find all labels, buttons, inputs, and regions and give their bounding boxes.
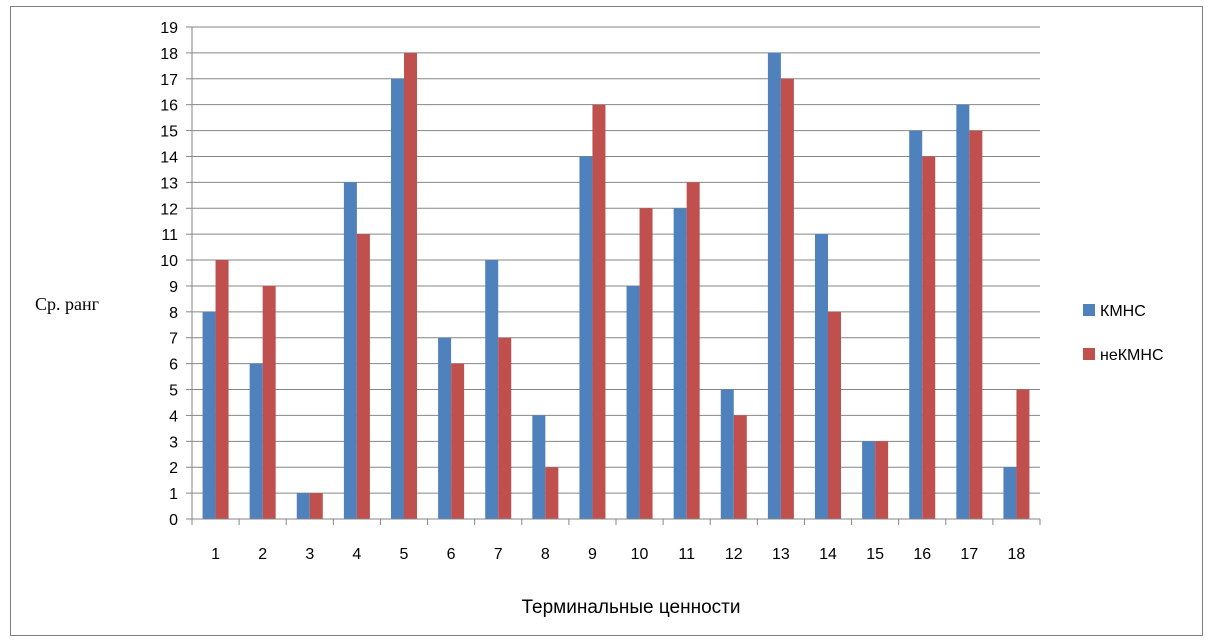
bar-kmns bbox=[909, 130, 923, 519]
bar-nekmns bbox=[875, 441, 889, 519]
x-tick-label: 13 bbox=[772, 546, 790, 563]
x-tick-label: 18 bbox=[1008, 546, 1026, 563]
x-tick-label: 15 bbox=[866, 546, 884, 563]
x-tick-label: 17 bbox=[960, 546, 978, 563]
x-tick-label: 4 bbox=[352, 546, 361, 563]
x-tick-label: 16 bbox=[913, 546, 931, 563]
x-tick-label: 1 bbox=[211, 546, 220, 563]
y-axis-title: Ср. ранг bbox=[35, 294, 99, 314]
bar-nekmns bbox=[639, 208, 653, 519]
y-tick-label: 13 bbox=[160, 175, 178, 192]
x-tick-label: 11 bbox=[678, 546, 695, 563]
bar-nekmns bbox=[686, 182, 700, 520]
bar-nekmns bbox=[404, 52, 417, 519]
legend-swatch bbox=[1083, 304, 1095, 316]
bar-kmns bbox=[532, 415, 546, 519]
legend-swatch bbox=[1083, 348, 1095, 360]
y-tick-label: 12 bbox=[160, 201, 178, 218]
bar-nekmns bbox=[309, 493, 323, 519]
bar-kmns bbox=[438, 337, 452, 519]
bar-nekmns bbox=[828, 311, 841, 519]
y-tick-label: 14 bbox=[160, 149, 178, 166]
bar-kmns bbox=[862, 441, 876, 519]
bar-kmns bbox=[485, 260, 499, 519]
bars bbox=[202, 52, 1030, 520]
bar-nekmns bbox=[215, 260, 229, 519]
x-tick-label: 14 bbox=[819, 546, 837, 563]
bar-nekmns bbox=[733, 415, 747, 519]
y-tick-label: 11 bbox=[161, 227, 178, 244]
x-tick-label: 8 bbox=[541, 546, 550, 563]
x-tick-label: 10 bbox=[631, 546, 649, 563]
legend-label: КМНС bbox=[1100, 303, 1146, 320]
bar-nekmns bbox=[922, 156, 936, 519]
bar-nekmns bbox=[498, 337, 512, 519]
y-tick-label: 4 bbox=[169, 408, 178, 425]
bar-kmns bbox=[767, 52, 781, 519]
y-tick-label: 18 bbox=[160, 46, 178, 63]
bar-nekmns bbox=[545, 467, 559, 519]
bar-kmns bbox=[202, 311, 216, 519]
bar-kmns bbox=[815, 234, 828, 519]
x-axis-title: Терминальные ценности bbox=[522, 597, 741, 618]
y-tick-label: 9 bbox=[169, 279, 178, 296]
bar-nekmns bbox=[262, 285, 276, 519]
y-tick-label: 2 bbox=[169, 460, 178, 477]
x-tick-label: 5 bbox=[400, 546, 409, 563]
x-tick-label: 7 bbox=[494, 546, 503, 563]
bar-nekmns bbox=[780, 78, 794, 519]
y-tick-label: 17 bbox=[160, 72, 178, 89]
bar-kmns bbox=[1003, 467, 1017, 519]
bar-kmns bbox=[296, 493, 310, 519]
bar-kmns bbox=[391, 78, 404, 519]
bar-kmns bbox=[626, 285, 640, 519]
y-tick-label: 15 bbox=[160, 124, 178, 141]
bar-nekmns bbox=[969, 130, 983, 519]
y-tick-label: 5 bbox=[169, 383, 178, 400]
bar-kmns bbox=[956, 104, 970, 520]
y-tick-label: 19 bbox=[160, 20, 178, 37]
x-tick-label: 9 bbox=[588, 546, 597, 563]
gridlines bbox=[186, 26, 1040, 520]
bar-nekmns bbox=[451, 363, 465, 519]
y-tick-label: 6 bbox=[169, 357, 178, 374]
y-tick-label: 16 bbox=[160, 98, 178, 115]
axes bbox=[191, 27, 1041, 525]
y-tick-label: 3 bbox=[169, 434, 178, 451]
x-tick-label: 12 bbox=[725, 546, 743, 563]
bar-nekmns bbox=[1016, 389, 1030, 519]
bar-nekmns bbox=[356, 234, 370, 519]
y-tick-label: 0 bbox=[169, 512, 178, 529]
y-tick-label: 7 bbox=[169, 331, 178, 348]
bar-nekmns bbox=[592, 104, 606, 520]
legend: КМНС неКМНС bbox=[1083, 303, 1164, 364]
y-tick-label: 8 bbox=[169, 305, 178, 322]
x-tick-label: 2 bbox=[258, 546, 267, 563]
bar-kmns bbox=[579, 156, 593, 519]
y-tick-label: 1 bbox=[169, 486, 178, 503]
x-tick-label: 6 bbox=[447, 546, 456, 563]
bar-kmns bbox=[673, 208, 687, 519]
bar-kmns bbox=[720, 389, 734, 519]
bar-kmns bbox=[249, 363, 263, 519]
x-tick-label: 3 bbox=[305, 546, 314, 563]
x-tick-labels: 1 2 3 4 5 6 7 8 9 10 11 12 13 14 15 16 17 18 bbox=[211, 546, 1025, 563]
bar-kmns bbox=[343, 182, 357, 520]
legend-label: неКМНС bbox=[1100, 347, 1164, 364]
y-tick-label: 10 bbox=[160, 253, 178, 270]
